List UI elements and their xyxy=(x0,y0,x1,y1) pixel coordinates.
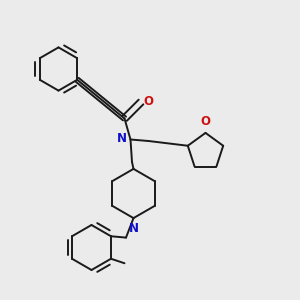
Text: O: O xyxy=(143,94,153,108)
Text: N: N xyxy=(129,222,139,235)
Text: N: N xyxy=(117,132,127,146)
Text: O: O xyxy=(200,116,211,128)
